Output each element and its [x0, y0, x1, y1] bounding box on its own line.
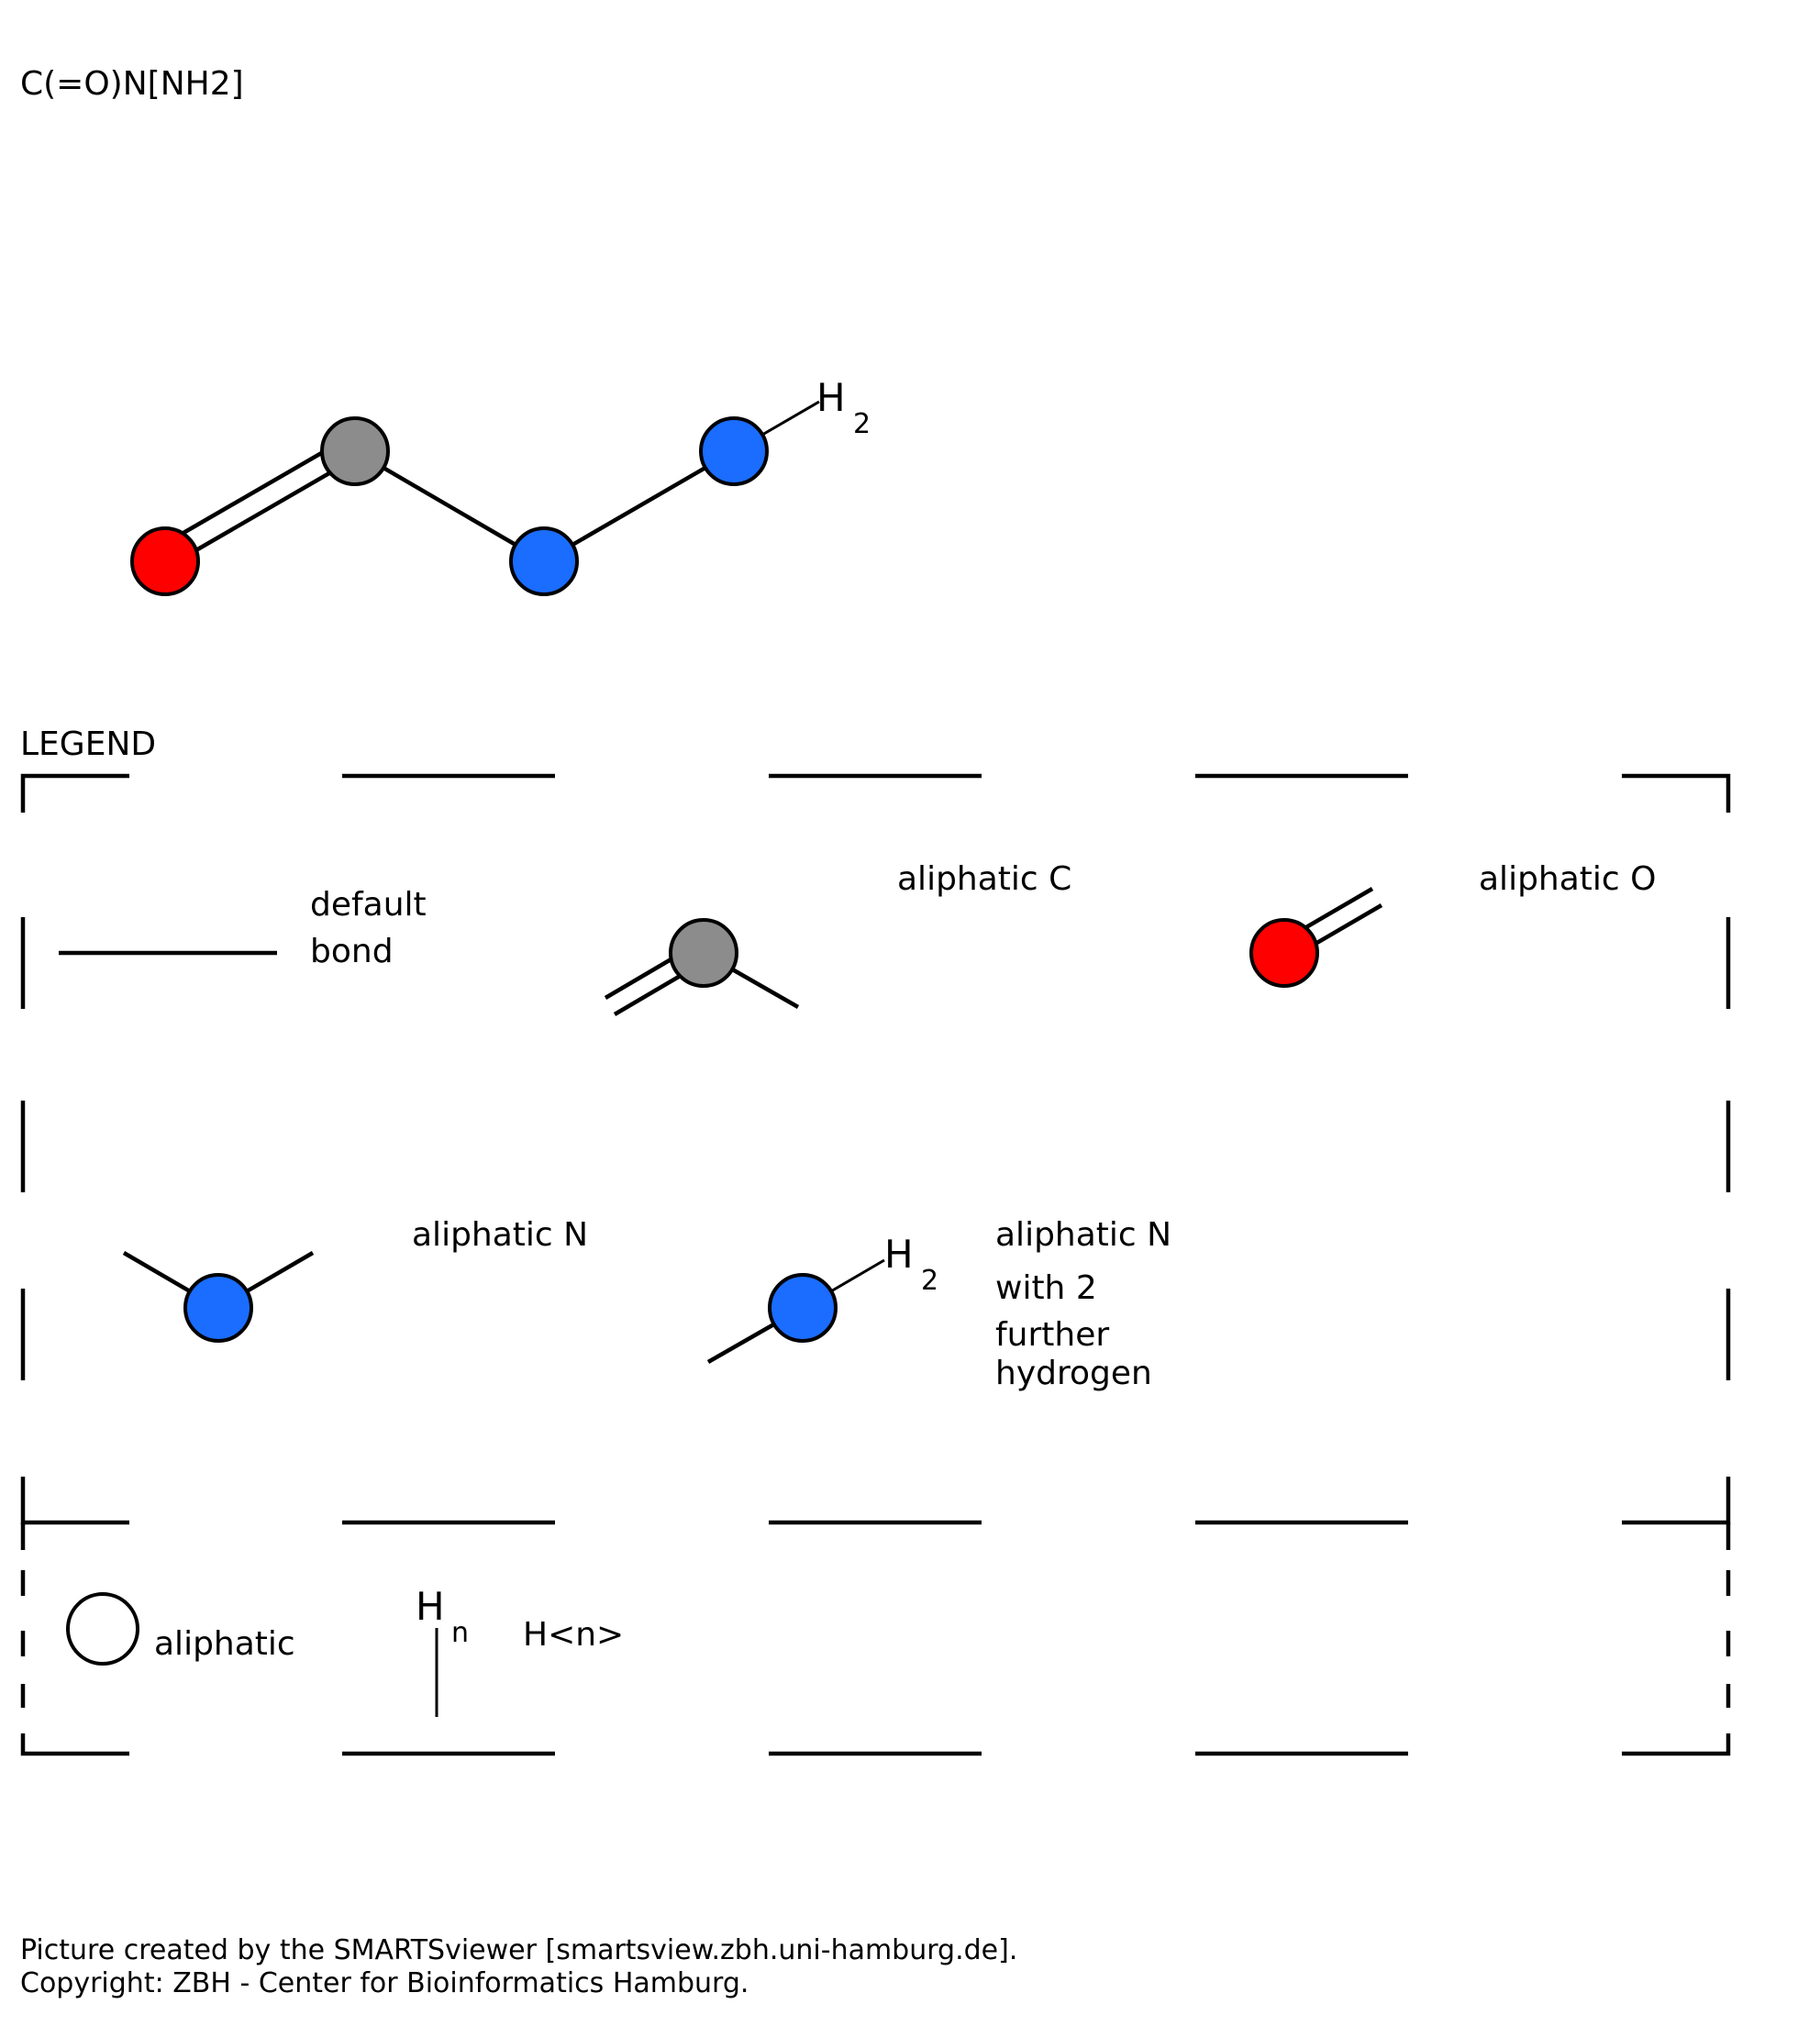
legend-nh2-h-label: H [884, 1232, 914, 1277]
aliphatic-o-label: aliphatic O [1479, 860, 1656, 898]
hydrogen-count: 2 [853, 408, 871, 440]
hn-subscript: n [451, 1617, 469, 1649]
oxygen-atom [130, 526, 200, 596]
smarts-string: C(=O)N[NH2] [20, 65, 244, 103]
nitrogen-nh2-atom [699, 416, 769, 486]
legend-frame-secondary [20, 1522, 1731, 1756]
bond-c-n [353, 449, 546, 563]
legend-aliphatic-c: aliphatic C [604, 860, 1071, 1016]
aliphatic-n-label: aliphatic N [412, 1216, 588, 1254]
footer-credit-line1: Picture created by the SMARTSviewer [sma… [20, 1934, 1017, 1966]
aliphatic-nh2-label-line2: with 2 [995, 1269, 1097, 1307]
aliphatic-generic-circle [66, 1592, 139, 1666]
legend-nh2-h-count: 2 [921, 1265, 938, 1297]
aliphatic-generic-label: aliphatic [154, 1625, 295, 1663]
aliphatic-nh2-label-line4: hydrogen [995, 1355, 1152, 1392]
legend-oxygen-atom [1249, 918, 1319, 988]
legend-aliphatic-n: aliphatic N [122, 1216, 588, 1343]
hn-text-label: H<n> [523, 1616, 624, 1654]
bond-n-n [542, 449, 736, 563]
legend-nitrogen-atom [183, 1273, 253, 1343]
bond-o-c-double-a [158, 437, 349, 548]
aliphatic-nh2-label-line3: further [995, 1316, 1109, 1354]
hn-symbol: H [416, 1584, 445, 1629]
legend-carbon-atom [669, 918, 738, 988]
hydrogen-label: H [816, 375, 846, 420]
legend-hn: H n H<n> [416, 1584, 624, 1717]
legend-nitrogen-nh2-atom [768, 1273, 838, 1343]
nitrogen-atom [509, 526, 579, 596]
default-bond-label-line2: bond [310, 933, 394, 970]
bond-o-c-double-b [169, 455, 360, 567]
default-bond-label-line1: default [310, 886, 427, 924]
legend-aliphatic-generic: aliphatic [66, 1592, 295, 1666]
carbon-atom [320, 416, 390, 486]
legend-aliphatic-nh2: H 2 aliphatic N with 2 further hydrogen [706, 1216, 1171, 1392]
aliphatic-nh2-label-line1: aliphatic N [995, 1216, 1171, 1254]
molecule: H 2 [130, 375, 871, 596]
footer-credit-line2: Copyright: ZBH - Center for Bioinformati… [20, 1967, 749, 1999]
legend-default-bond: default bond [59, 886, 427, 970]
legend-frame-main [20, 773, 1731, 1525]
legend-aliphatic-o: aliphatic O [1249, 860, 1656, 988]
legend-title: LEGEND [20, 725, 156, 763]
aliphatic-c-label: aliphatic C [897, 860, 1071, 898]
